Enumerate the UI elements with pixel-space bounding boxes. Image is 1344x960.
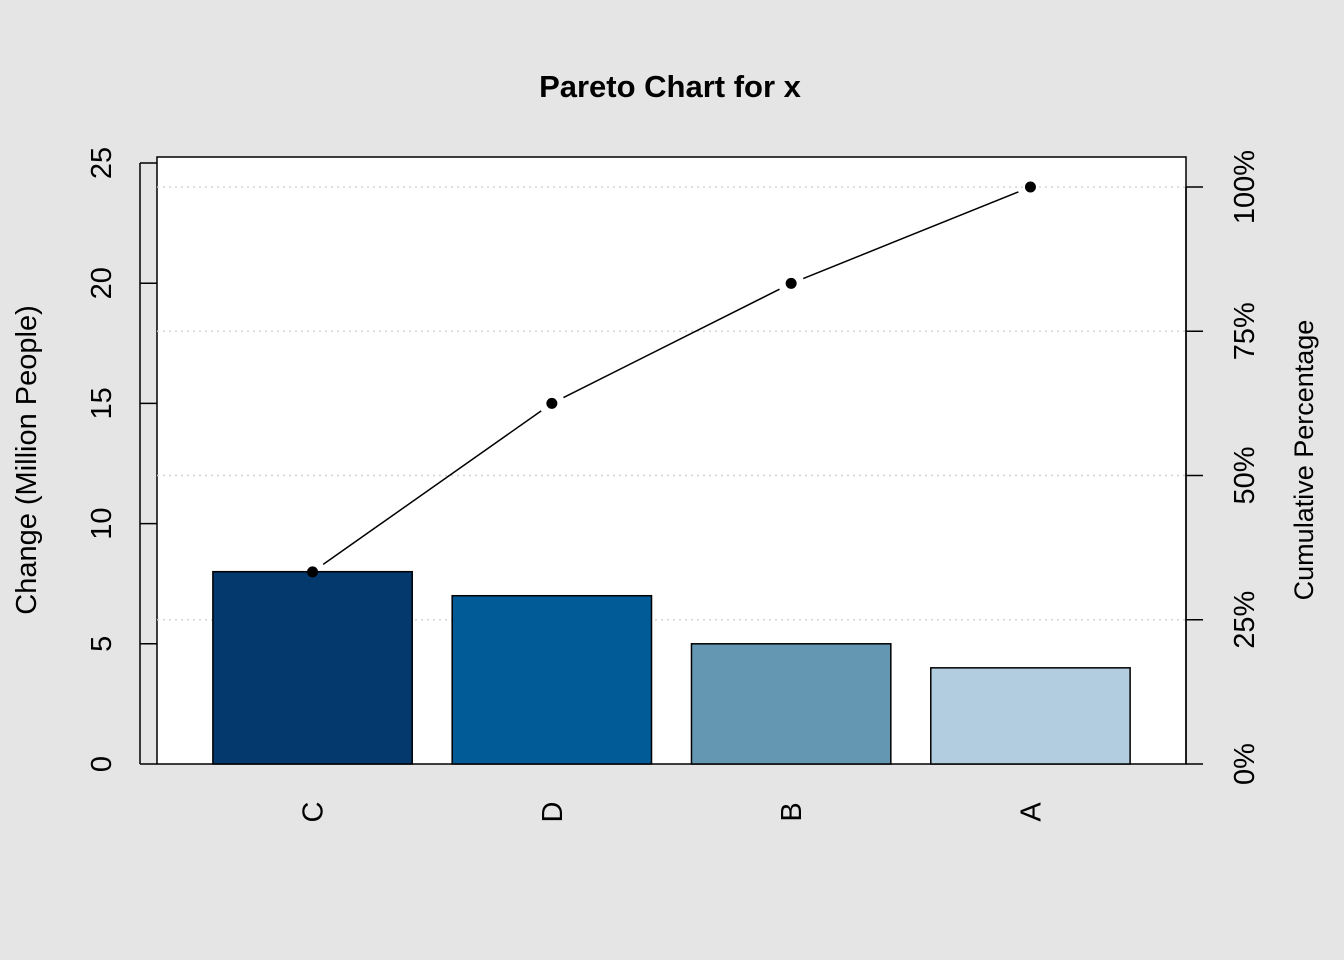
cumulative-point-d: [546, 397, 558, 409]
cumulative-point-b: [785, 277, 797, 289]
cumulative-point-a: [1024, 181, 1036, 193]
x-tick-label-a: A: [1015, 802, 1047, 822]
bar-a: [930, 667, 1131, 765]
y-axis-label-left: Change (Million People): [11, 305, 43, 615]
bar-c: [212, 570, 413, 765]
y-axis-label-right: Cumulative Percentage: [1289, 320, 1319, 601]
y-tick-label-left: 20: [86, 267, 118, 299]
y-tick-label-left: 25: [86, 147, 118, 179]
x-tick-label-c: C: [298, 802, 330, 823]
y-tick-label-left: 5: [86, 636, 118, 652]
x-tick-label-d: D: [537, 802, 569, 823]
bar-d: [451, 594, 653, 765]
y-tick-label-left: 10: [86, 507, 118, 539]
y-tick-label-right: 75%: [1229, 302, 1261, 360]
cumulative-point-c: [307, 566, 319, 578]
y-tick-label-right: 0%: [1229, 743, 1261, 785]
y-tick-label-right: 50%: [1229, 446, 1261, 504]
cumulative-segment: [563, 288, 780, 399]
y-axis-left: 0 5 10 15 20 25: [86, 147, 157, 772]
bars: [212, 570, 1131, 765]
y-tick-label-left: 0: [86, 756, 118, 772]
y-tick-label-right: 100%: [1229, 150, 1261, 224]
y-tick-label-left: 15: [86, 387, 118, 419]
y-axis-right: 0% 25% 50% 75% 100%: [1185, 150, 1261, 785]
bar-b: [690, 643, 892, 765]
x-tick-label-b: B: [776, 802, 808, 821]
cumulative-segment: [802, 191, 1019, 280]
y-tick-label-right: 25%: [1229, 591, 1261, 649]
chart-title: Pareto Chart for x: [539, 69, 802, 104]
cumulative-segment: [322, 410, 542, 566]
cumulative-line: [307, 181, 1036, 578]
